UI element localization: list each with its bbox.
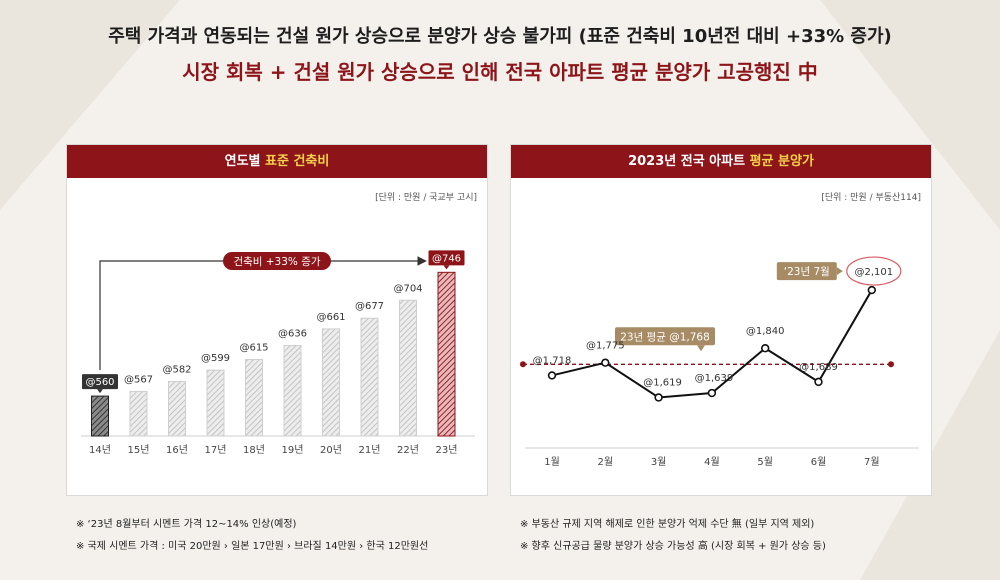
data-point: [547, 371, 557, 380]
bar: [206, 369, 225, 437]
left-panel-title-highlight: 표준 건축비: [265, 154, 330, 169]
left-panel-title: 연도별: [224, 154, 266, 169]
data-label: @1,619: [643, 377, 682, 388]
headline-secondary: 시장 회복 + 건설 원가 상승으로 인해 전국 아파트 평균 분양가 고공행진…: [182, 60, 818, 84]
bar-chart: 14년 @560 15년 @567 16년 @582 17년 @599 18년 @615 19년 @6…: [81, 250, 475, 456]
value-badge: [428, 250, 465, 266]
x-tick-label: 17년: [205, 444, 227, 456]
value-badge-pointer: [97, 389, 103, 394]
data-point: [707, 388, 717, 398]
x-tick-label: 22년: [397, 444, 419, 456]
data-point: [814, 377, 823, 387]
x-tick-label: 19년: [282, 444, 304, 456]
x-tick-label: 5월: [757, 456, 773, 468]
average-line-end: [888, 361, 894, 368]
peak-callout: ‘23년 7월: [784, 266, 830, 278]
bar: [129, 390, 148, 437]
line-chart: 23년 평균 @1,768 1월 @1,718 2월 @1,775 3월 @1,619 4월 @…: [520, 256, 919, 468]
x-tick-label: 14년: [89, 444, 111, 456]
peak-highlight-circle: [846, 256, 902, 286]
x-tick-label: 3월: [651, 456, 667, 468]
bar: [322, 328, 340, 437]
note-left-2: ※ 국제 시멘트 가격 : 미국 20만원 › 일본 17만원 › 브라질 14…: [76, 541, 429, 552]
x-tick-label: 16년: [166, 444, 188, 456]
note-right-2: ※ 향후 신규공급 물량 분양가 상승 가능성 高 (시장 회복 + 원가 상승…: [520, 541, 826, 552]
data-point: [761, 344, 770, 353]
data-label: @615: [239, 342, 268, 353]
average-label: 23년 평균 @1,768: [620, 331, 710, 343]
x-tick-label: 15년: [128, 444, 150, 456]
data-label: @2,101: [854, 267, 893, 278]
note-right-1: ※ 부동산 규제 지역 해제로 인한 분양가 억제 수단 無 (일부 지역 제외…: [520, 519, 815, 530]
bar: [245, 358, 263, 437]
x-tick-label: 18년: [243, 444, 265, 456]
x-tick-label: 4월: [704, 456, 720, 468]
right-panel-title-highlight: 평균 분양가: [749, 154, 814, 169]
x-tick-label: 21년: [359, 444, 381, 456]
data-label: @661: [316, 312, 345, 323]
bar: [437, 271, 456, 437]
right-panel-header: 2023년 전국 아파트 평균 분양가: [511, 145, 931, 178]
peak-callout-badge: [776, 262, 837, 281]
data-label: @599: [201, 353, 230, 364]
average-line-start: [520, 361, 526, 368]
increase-annotation: 건축비 +33% 증가: [233, 256, 320, 268]
x-tick-label: 6월: [811, 456, 827, 468]
data-point: [867, 285, 876, 295]
left-panel-header: 연도별 표준 건축비: [67, 145, 487, 178]
bar: [399, 299, 417, 437]
data-label: @567: [124, 374, 153, 385]
data-label: @636: [278, 329, 307, 340]
data-label: @1,775: [586, 341, 625, 352]
average-badge: [615, 327, 715, 346]
average-badge-pointer: [697, 345, 705, 352]
bar: [91, 395, 109, 437]
value-badge-pointer: [443, 265, 450, 270]
data-point: [601, 358, 610, 367]
left-panel-unit: [단위 : 만원 / 국교부 고시]: [375, 193, 477, 203]
increase-annotation-badge: [223, 252, 331, 270]
value-badge: [82, 374, 118, 390]
standard-construction-cost-panel: 연도별 표준 건축비 [단위 : 만원 / 국교부 고시] 14년 @560 15년…: [66, 144, 488, 496]
data-label: @1,689: [799, 362, 838, 373]
right-panel-title: 2023년 전국 아파트: [628, 154, 750, 169]
peak-callout-pointer: [836, 267, 843, 276]
bar: [283, 345, 302, 437]
data-label: @1,639: [695, 373, 734, 384]
x-tick-label: 1월: [544, 456, 560, 468]
data-label: @1,840: [746, 326, 785, 337]
notes-right: ※ 부동산 규제 지역 해제로 인한 분양가 억제 수단 無 (일부 지역 제외…: [520, 514, 826, 558]
x-tick-label: 20년: [320, 444, 342, 456]
bar: [168, 380, 186, 437]
headline-primary: 주택 가격과 연동되는 건설 원가 상승으로 분양가 상승 불가피 (표준 건축…: [108, 26, 892, 47]
average-sale-price-panel: 2023년 전국 아파트 평균 분양가 [단위 : 만원 / 부동산114] 2…: [510, 144, 932, 496]
data-label: @582: [162, 364, 191, 375]
data-label: @677: [355, 301, 384, 312]
x-tick-label: 7월: [864, 456, 880, 468]
right-panel-unit: [단위 : 만원 / 부동산114]: [821, 193, 921, 203]
data-label: @746: [432, 253, 461, 264]
notes-left: ※ ‘23년 8월부터 시멘트 가격 12~14% 인상(예정) ※ 국제 시멘…: [76, 514, 428, 558]
data-point: [654, 393, 663, 402]
bar: [360, 317, 379, 437]
x-tick-label: 2월: [598, 456, 614, 468]
data-label: @704: [393, 283, 422, 294]
data-label: @560: [85, 377, 114, 388]
data-label: @1,718: [533, 355, 572, 366]
x-tick-label: 23년: [436, 444, 458, 456]
note-left-1: ※ ‘23년 8월부터 시멘트 가격 12~14% 인상(예정): [76, 519, 297, 530]
